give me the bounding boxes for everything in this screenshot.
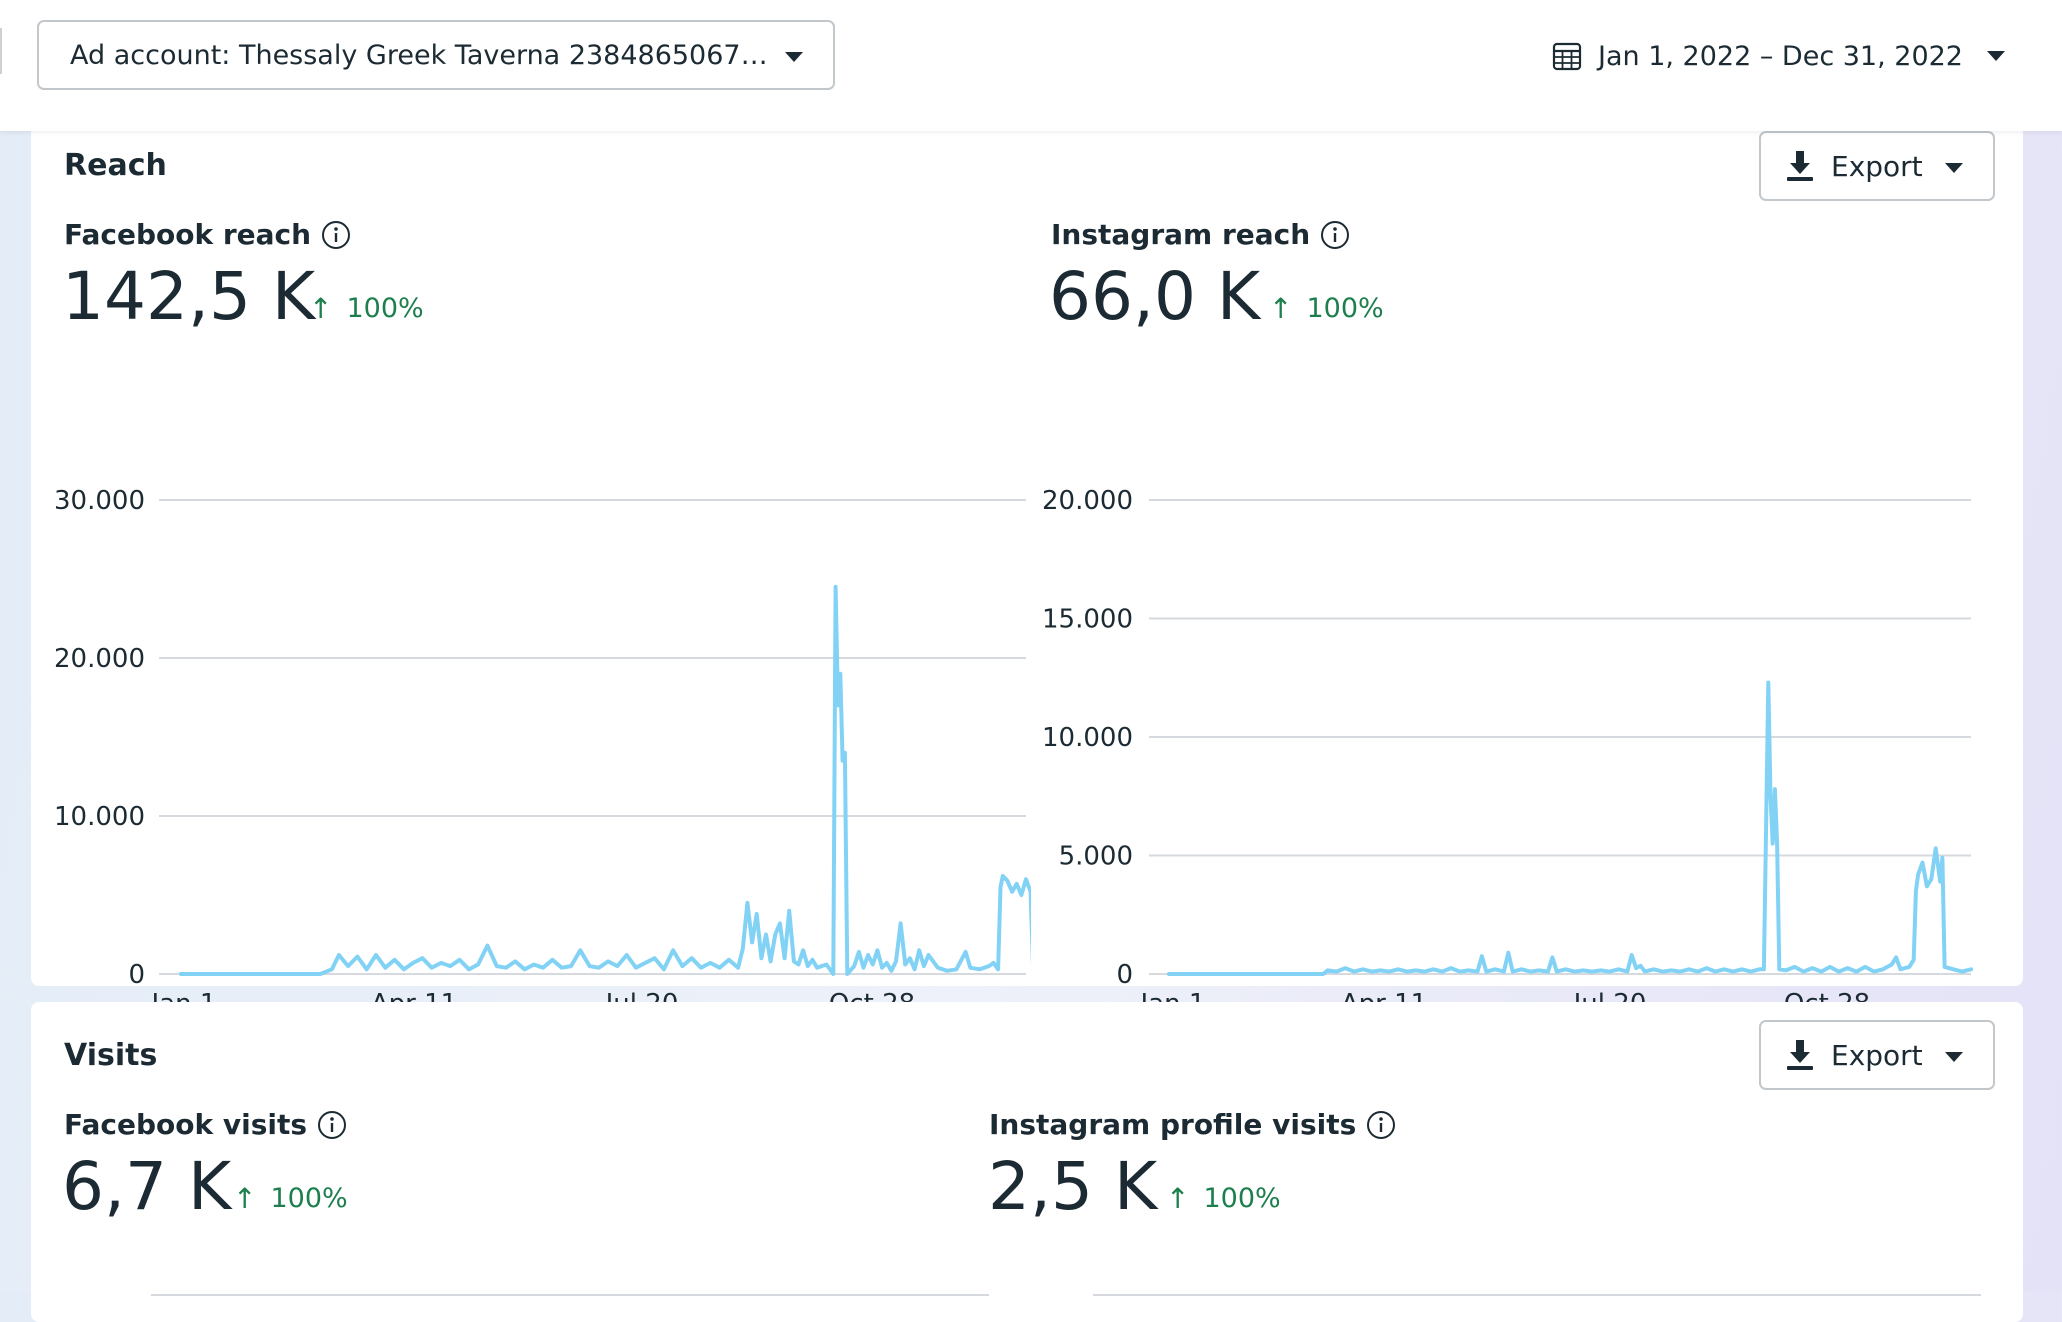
reach-card: Reach Export Facebook reach 142,5 K ↑ 10…	[31, 100, 2023, 1019]
facebook-visits-label-text: Facebook visits	[64, 1108, 308, 1141]
arrow-up-icon: ↑	[1166, 1182, 1190, 1215]
arrow-up-icon: ↑	[1269, 292, 1293, 325]
info-icon[interactable]	[321, 220, 351, 250]
chevron-down-icon	[1945, 1052, 1963, 1062]
reach-export-button[interactable]: Export	[1759, 131, 1995, 201]
export-label: Export	[1831, 1038, 1923, 1072]
date-range-label: Jan 1, 2022 – Dec 31, 2022	[1598, 40, 1963, 72]
instagram-visits-label-text: Instagram profile visits	[989, 1108, 1357, 1141]
date-range-picker[interactable]: Jan 1, 2022 – Dec 31, 2022	[1552, 34, 2005, 78]
instagram-visits-chart-gridline	[1093, 1294, 1981, 1296]
facebook-visits-value: 6,7 K	[62, 1148, 232, 1225]
facebook-reach-change: 100%	[346, 293, 424, 324]
instagram-reach-value: 66,0 K	[1049, 258, 1261, 335]
y-tick-label: 15.000	[1042, 605, 1133, 635]
facebook-visits-chart-gridline	[151, 1294, 989, 1296]
instagram-visits-change: 100%	[1203, 1183, 1281, 1214]
y-tick-label: 0	[1116, 960, 1133, 990]
y-tick-label: 30.000	[54, 486, 145, 516]
visits-title: Visits	[64, 1038, 158, 1073]
y-tick-label: 20.000	[54, 644, 145, 674]
arrow-up-icon: ↑	[309, 292, 333, 325]
arrow-up-icon: ↑	[233, 1182, 257, 1215]
export-label: Export	[1831, 149, 1923, 183]
info-icon[interactable]	[317, 1110, 347, 1140]
instagram-reach-trend: ↑ 100%	[1269, 292, 1384, 325]
y-tick-label: 20.000	[1042, 486, 1133, 516]
chevron-down-icon	[1945, 163, 1963, 173]
chevron-down-icon	[1987, 51, 2005, 61]
instagram-visits-value: 2,5 K	[988, 1148, 1158, 1225]
instagram-reach-label-text: Instagram reach	[1051, 218, 1311, 251]
series-line-instagram-reach	[1167, 680, 1973, 976]
top-bar: Ad account: Thessaly Greek Taverna 23848…	[0, 0, 2062, 131]
divider	[0, 28, 2, 74]
y-tick-label: 5.000	[1059, 842, 1133, 872]
facebook-reach-value: 142,5 K	[62, 258, 316, 335]
instagram-reach-change: 100%	[1306, 293, 1384, 324]
info-icon[interactable]	[1366, 1110, 1396, 1140]
download-icon	[1787, 151, 1813, 181]
y-tick-label: 10.000	[54, 802, 145, 832]
facebook-reach-label: Facebook reach	[64, 218, 351, 251]
ad-account-label: Ad account: Thessaly Greek Taverna 23848…	[70, 39, 768, 71]
facebook-visits-trend: ↑ 100%	[233, 1182, 348, 1215]
calendar-icon	[1552, 42, 1582, 71]
y-tick-label: 10.000	[1042, 723, 1133, 753]
y-tick-label: 0	[128, 960, 145, 990]
info-icon[interactable]	[1320, 220, 1350, 250]
instagram-visits-trend: ↑ 100%	[1166, 1182, 1281, 1215]
facebook-visits-label: Facebook visits	[64, 1108, 347, 1141]
facebook-reach-label-text: Facebook reach	[64, 218, 312, 251]
series-line-facebook-reach	[179, 584, 1031, 976]
visits-card: Visits Export Facebook visits 6,7 K ↑ 10…	[31, 1002, 2023, 1322]
instagram-visits-label: Instagram profile visits	[989, 1108, 1396, 1141]
facebook-visits-change: 100%	[270, 1183, 348, 1214]
facebook-reach-trend: ↑ 100%	[309, 292, 424, 325]
visits-export-button[interactable]: Export	[1759, 1020, 1995, 1090]
download-icon	[1787, 1040, 1813, 1070]
instagram-reach-label: Instagram reach	[1051, 218, 1350, 251]
ad-account-selector[interactable]: Ad account: Thessaly Greek Taverna 23848…	[37, 20, 835, 90]
chevron-down-icon	[785, 52, 803, 62]
reach-title: Reach	[64, 148, 167, 183]
